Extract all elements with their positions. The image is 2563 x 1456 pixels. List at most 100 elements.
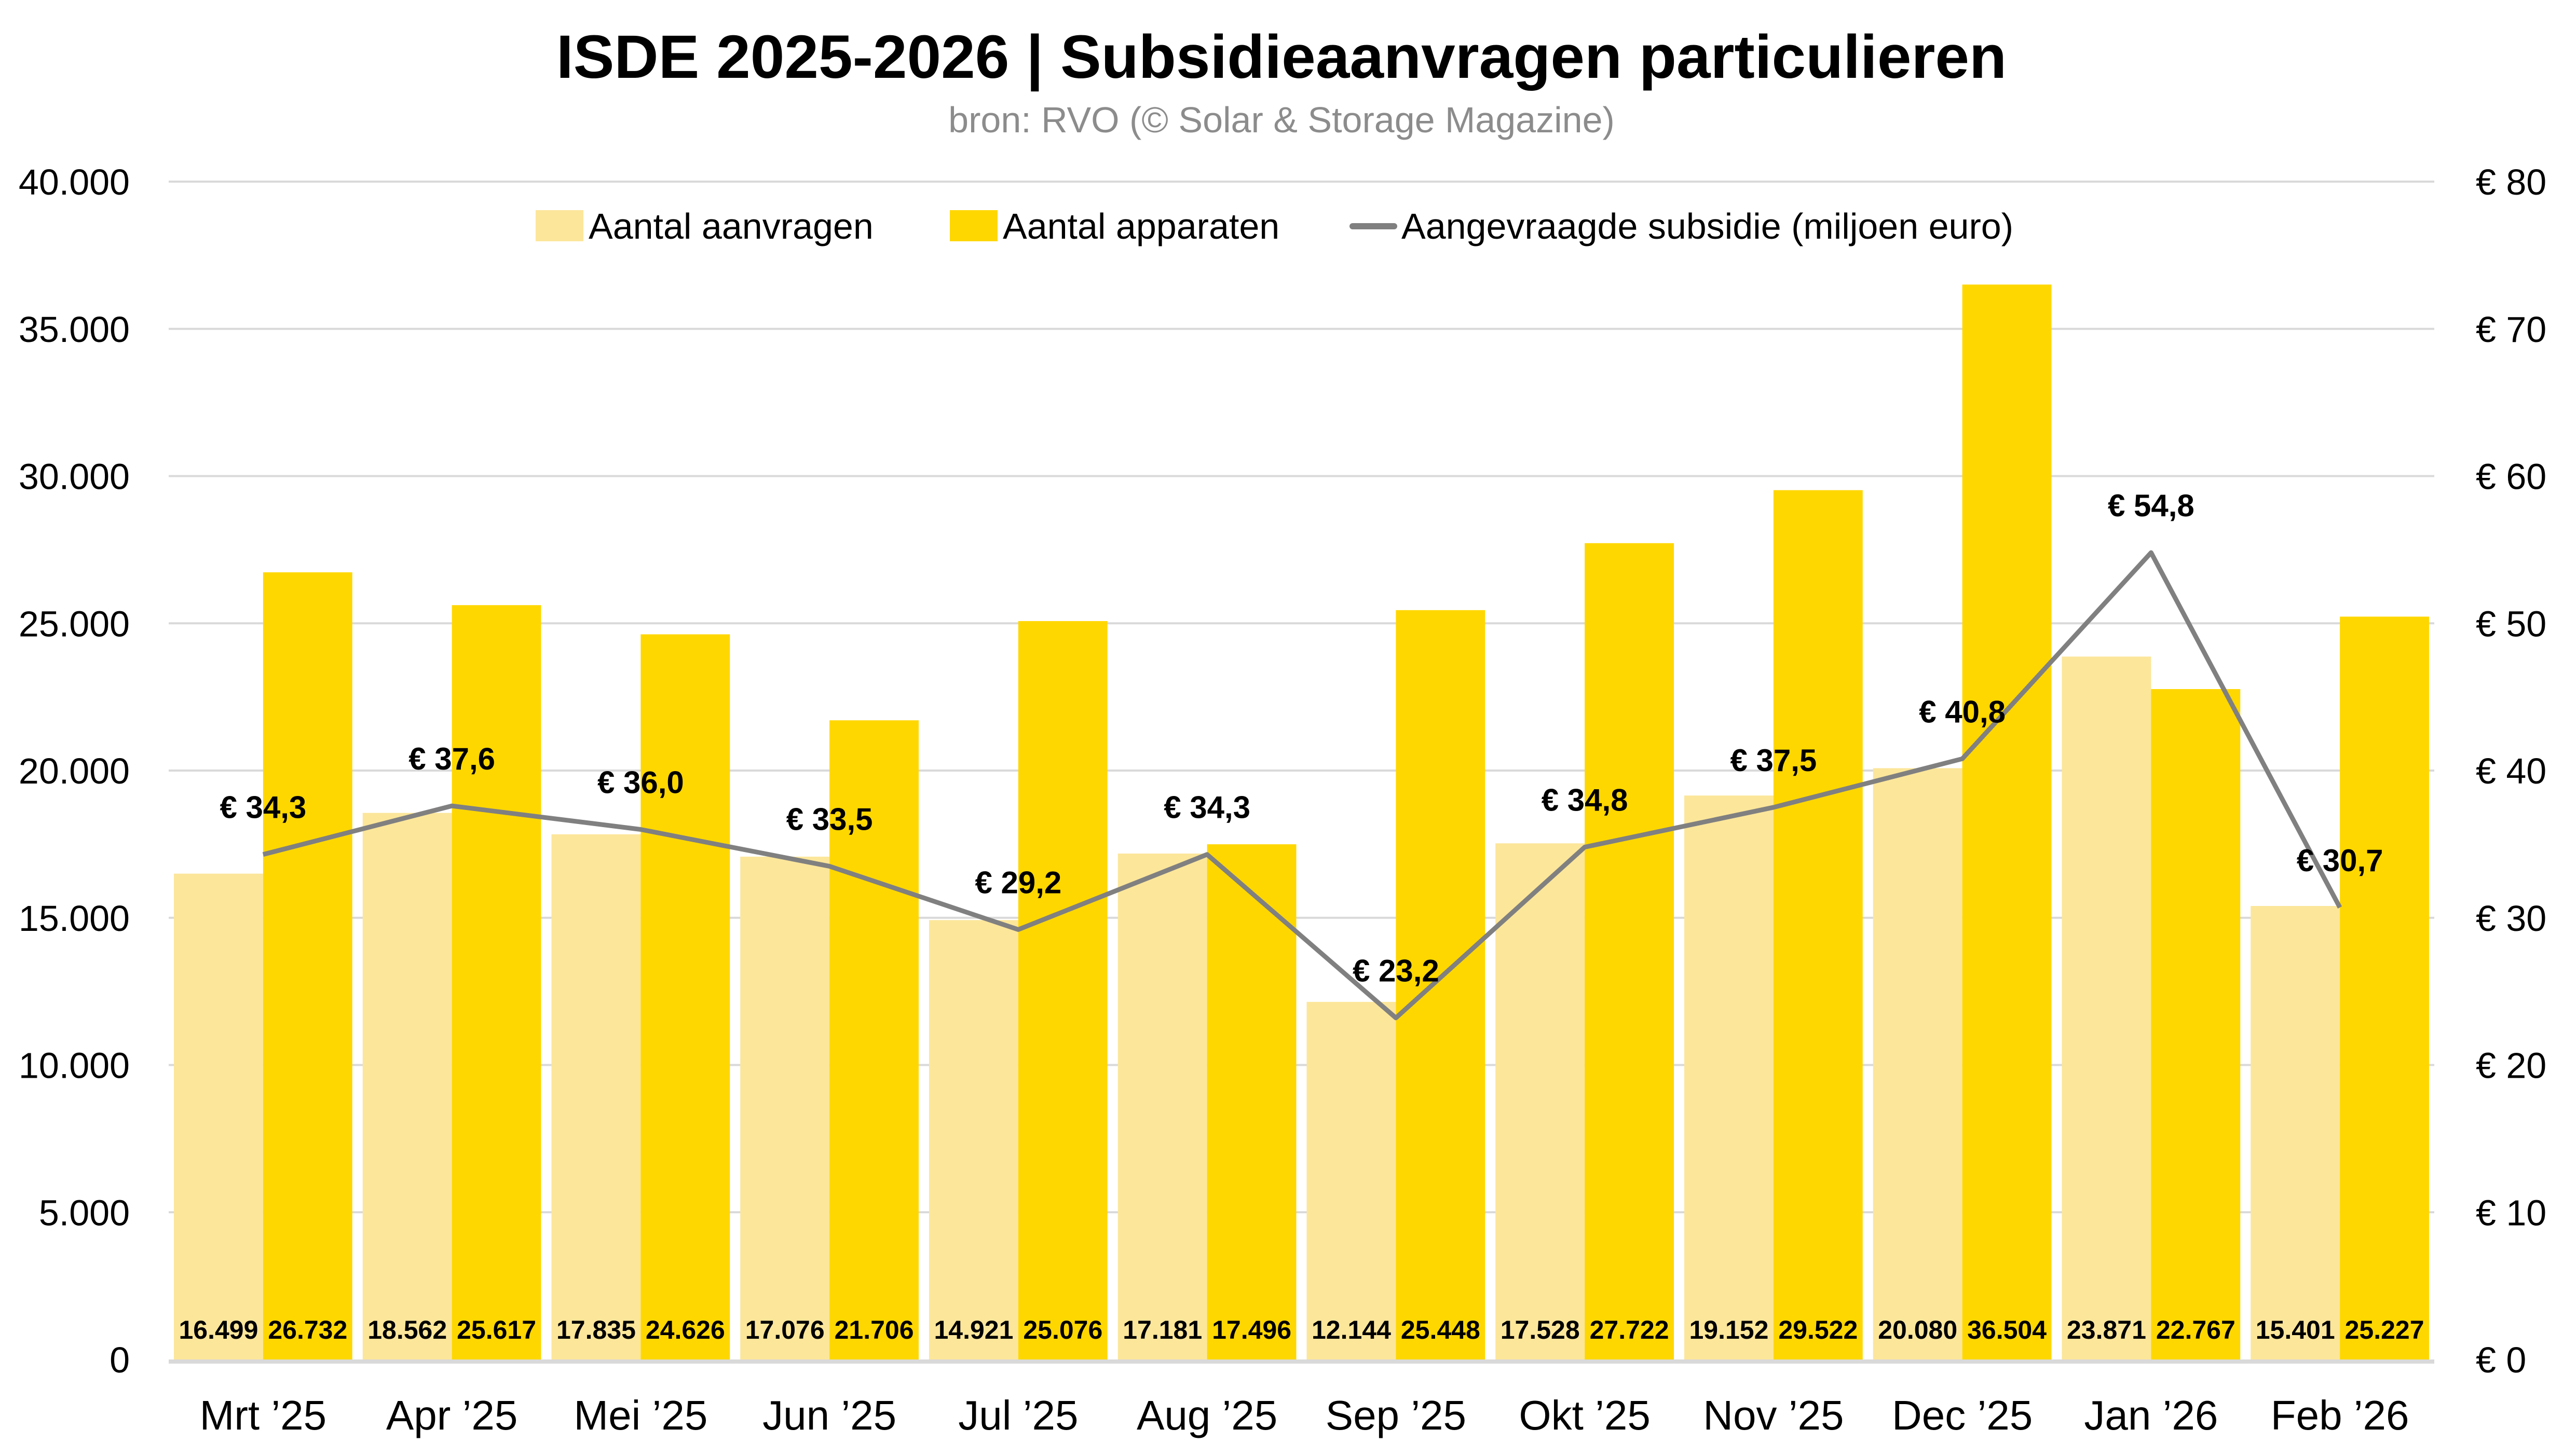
bar-apparaten <box>1396 610 1485 1359</box>
y-right-tick-label: € 30 <box>2476 898 2546 939</box>
y-left-tick-label: 20.000 <box>19 751 130 791</box>
legend-swatch-subsidie <box>1349 223 1397 229</box>
bar-aanvragen <box>2251 905 2340 1359</box>
y-left-tick-label: 10.000 <box>19 1046 130 1086</box>
x-tick-label: Apr ’25 <box>386 1392 517 1438</box>
bar-data-label: 24.626 <box>646 1315 725 1344</box>
bar-apparaten <box>263 572 352 1359</box>
bar-data-label: 21.706 <box>835 1315 914 1344</box>
legend: Aantal aanvragen Aantal apparaten Aangev… <box>536 206 2013 246</box>
subsidy-line <box>262 550 2342 1021</box>
y-right-tick-label: € 0 <box>2476 1340 2526 1380</box>
bar-data-label: 20.080 <box>1878 1315 1957 1344</box>
bar-aanvragen <box>1117 853 1207 1359</box>
x-tick-label: Sep ’25 <box>1326 1392 1466 1438</box>
y-right-tick-label: € 60 <box>2476 457 2546 497</box>
bar-data-label: 14.921 <box>934 1315 1013 1344</box>
line-data-label: € 33,5 <box>786 802 873 836</box>
bar-apparaten <box>2151 689 2241 1359</box>
y-left-tick-label: 15.000 <box>19 898 130 939</box>
bar-data-label: 15.401 <box>2256 1315 2335 1344</box>
bar-aanvragen <box>740 856 830 1359</box>
bar-data-label: 25.448 <box>1401 1315 1480 1344</box>
bar-data-label: 25.617 <box>457 1315 536 1344</box>
bar-data-label: 19.152 <box>1689 1315 1768 1344</box>
bar-aanvragen <box>362 813 452 1359</box>
bar-data-label: 36.504 <box>1967 1315 2047 1344</box>
line-data-label: € 37,5 <box>1730 743 1817 778</box>
y-left-tick-label: 25.000 <box>19 603 130 644</box>
y-right-tick-label: € 20 <box>2476 1046 2546 1086</box>
y-axis-left: 0 5.000 10.000 15.000 20.000 25.000 30.000 35.0… <box>19 162 130 1380</box>
legend-label-apparaten: Aantal apparaten <box>1003 206 1279 246</box>
gridlines <box>169 181 2434 1214</box>
x-tick-label: Feb ’26 <box>2271 1392 2409 1438</box>
legend-item-apparaten[interactable]: Aantal apparaten <box>950 206 1279 246</box>
bar-data-label: 16.499 <box>179 1315 258 1344</box>
y-left-tick-label: 40.000 <box>19 162 130 202</box>
legend-item-aanvragen[interactable]: Aantal aanvragen <box>536 206 874 246</box>
y-right-tick-label: € 40 <box>2476 751 2546 791</box>
x-tick-label: Jun ’25 <box>762 1392 896 1438</box>
legend-item-subsidie[interactable]: Aangevraagde subsidie (miljoen euro) <box>1349 206 2013 246</box>
bar-aanvragen <box>174 873 263 1359</box>
bar-aanvragen <box>551 834 641 1359</box>
bar-data-label: 17.496 <box>1212 1315 1291 1344</box>
line-data-label: € 30,7 <box>2297 843 2383 878</box>
legend-swatch-aanvragen <box>536 210 583 241</box>
x-axis-labels: Mrt ’25 Apr ’25 Mei ’25 Jun ’25 Jul ’25 Aug ’… <box>200 1392 2409 1438</box>
y-left-tick-label: 5.000 <box>39 1192 130 1233</box>
bar-data-label: 17.835 <box>556 1315 636 1344</box>
y-axis-right: € 0 € 10 € 20 € 30 € 40 € 50 € 60 € 70 € 80 <box>2476 162 2546 1380</box>
y-right-tick-label: € 50 <box>2476 603 2546 644</box>
line-data-label: € 34,8 <box>1542 783 1628 818</box>
line-data-label: € 40,8 <box>1919 694 2006 729</box>
bar-data-label: 29.522 <box>1778 1315 1858 1344</box>
y-left-tick-label: 0 <box>110 1340 130 1380</box>
chart-title: ISDE 2025-2026 | Subsidieaanvragen parti… <box>556 23 2007 92</box>
line-data-label: € 54,8 <box>2108 488 2194 523</box>
bar-data-label: 18.562 <box>367 1315 447 1344</box>
line-data-label: € 36,0 <box>597 765 684 800</box>
bar-apparaten <box>1585 543 1674 1359</box>
bar-data-label: 25.076 <box>1023 1315 1102 1344</box>
subsidy-line-path <box>262 550 2342 1021</box>
legend-label-aanvragen: Aantal aanvragen <box>589 206 874 246</box>
line-data-label: € 29,2 <box>975 865 1061 900</box>
x-tick-label: Mrt ’25 <box>200 1392 327 1438</box>
x-tick-label: Jul ’25 <box>958 1392 1078 1438</box>
bar-data-label: 17.076 <box>745 1315 825 1344</box>
bar-aanvragen <box>2062 656 2151 1359</box>
bar-apparaten <box>452 605 541 1359</box>
line-data-label: € 34,3 <box>220 790 306 825</box>
legend-swatch-apparaten <box>950 210 998 241</box>
chart-subtitle: bron: RVO (© Solar & Storage Magazine) <box>948 100 1615 140</box>
bar-aanvragen <box>929 920 1018 1359</box>
bar-aanvragen <box>1495 843 1585 1359</box>
bar-apparaten <box>2340 616 2429 1359</box>
line-data-labels: € 34,3 € 37,6 € 36,0 € 33,5 € 29,2 € 34,3 € 23… <box>220 488 2383 988</box>
x-tick-label: Mei ’25 <box>574 1392 707 1438</box>
bar-aanvragen <box>1684 795 1774 1359</box>
bar-data-label: 25.227 <box>2345 1315 2424 1344</box>
y-right-tick-label: € 80 <box>2476 162 2546 202</box>
x-tick-label: Dec ’25 <box>1892 1392 2033 1438</box>
bar-apparaten <box>1962 284 2052 1360</box>
y-left-tick-label: 35.000 <box>19 309 130 350</box>
bar-data-label: 22.767 <box>2156 1315 2235 1344</box>
bar-data-label: 23.871 <box>2067 1315 2146 1344</box>
bar-apparaten <box>640 634 730 1359</box>
bar-data-label: 26.732 <box>268 1315 347 1344</box>
bar-apparaten <box>1207 844 1297 1359</box>
x-tick-label: Jan ’26 <box>2084 1392 2218 1438</box>
y-right-tick-label: € 10 <box>2476 1192 2546 1233</box>
bar-apparaten <box>1773 490 1863 1360</box>
bar-data-label: 12.144 <box>1312 1315 1391 1344</box>
y-right-tick-label: € 70 <box>2476 309 2546 350</box>
bar-data-label: 17.528 <box>1501 1315 1580 1344</box>
x-tick-label: Okt ’25 <box>1519 1392 1650 1438</box>
line-data-label: € 34,3 <box>1164 790 1250 825</box>
bar-aanvragen <box>1306 1001 1396 1359</box>
bar-data-label: 27.722 <box>1590 1315 1669 1344</box>
